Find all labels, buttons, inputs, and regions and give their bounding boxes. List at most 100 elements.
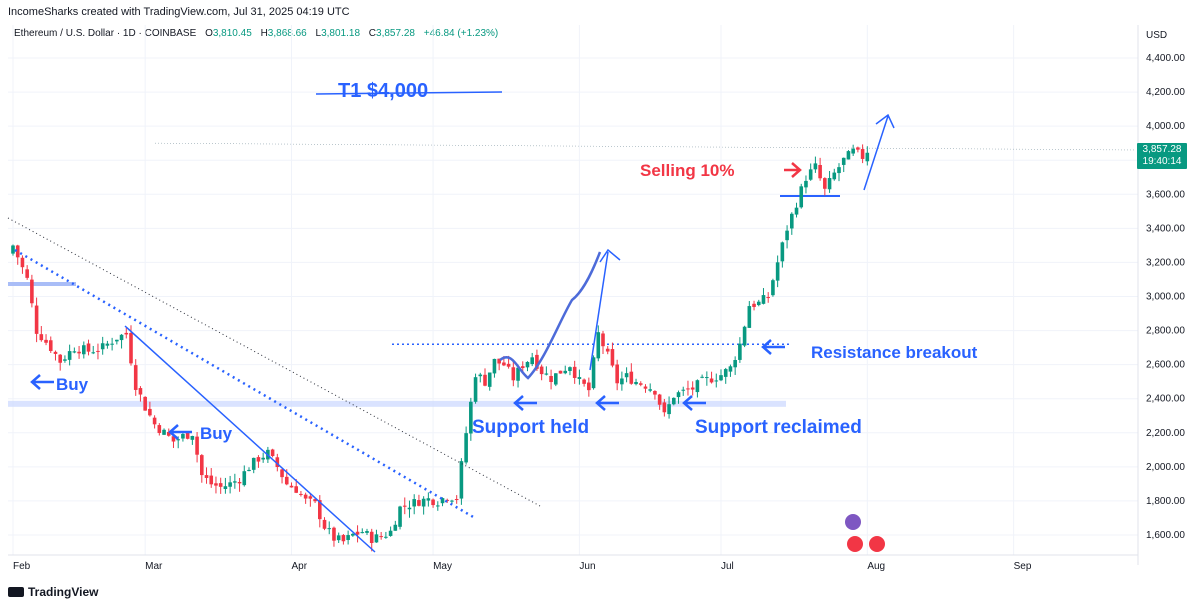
candle-body bbox=[860, 149, 865, 159]
chart-grid bbox=[8, 25, 1138, 555]
candle-body bbox=[124, 332, 129, 335]
candle bbox=[308, 493, 313, 507]
candle bbox=[705, 371, 709, 386]
candle-body bbox=[209, 475, 214, 485]
x-tick-label: Aug bbox=[867, 561, 885, 572]
annotation-drawings bbox=[7, 91, 895, 553]
candle bbox=[25, 265, 29, 280]
candle bbox=[572, 360, 577, 384]
candle-body bbox=[44, 339, 48, 343]
candle bbox=[336, 532, 341, 543]
target-strike-line bbox=[315, 91, 503, 95]
candle-body bbox=[119, 334, 124, 341]
y-tick-label: 3,400.00 bbox=[1146, 223, 1185, 234]
candle bbox=[846, 150, 851, 160]
candle bbox=[742, 325, 747, 348]
candle bbox=[780, 241, 785, 268]
x-tick-label: Jun bbox=[579, 561, 595, 572]
support-reclaimed-arrow bbox=[682, 395, 706, 411]
buy-annotation-2: Buy bbox=[200, 424, 233, 443]
candle-body bbox=[440, 498, 445, 504]
candle bbox=[865, 146, 870, 166]
candle-body bbox=[431, 499, 435, 506]
candle-body bbox=[398, 506, 402, 527]
candle bbox=[313, 498, 317, 504]
candle-body bbox=[525, 361, 530, 368]
currency-label: USD bbox=[1146, 30, 1168, 41]
x-tick-label: Apr bbox=[291, 561, 307, 572]
candle bbox=[440, 497, 445, 507]
candle-body bbox=[346, 535, 350, 540]
candle bbox=[492, 358, 497, 378]
projection-curve bbox=[499, 251, 602, 380]
candle-body bbox=[72, 351, 77, 353]
candle-body bbox=[667, 404, 671, 415]
close-label: C bbox=[368, 28, 377, 39]
candle bbox=[96, 343, 100, 360]
candle bbox=[634, 378, 638, 386]
candle bbox=[233, 473, 237, 489]
candle-body bbox=[53, 351, 58, 354]
y-tick-label: 2,400.00 bbox=[1146, 394, 1185, 405]
candle-body bbox=[417, 500, 421, 506]
candle bbox=[39, 326, 44, 342]
candle-body bbox=[620, 378, 624, 385]
candle bbox=[695, 379, 700, 398]
candle bbox=[785, 225, 789, 249]
candle bbox=[738, 337, 742, 363]
candle-body bbox=[100, 343, 105, 350]
candle bbox=[237, 478, 242, 492]
candle-body bbox=[841, 157, 846, 165]
candle-body bbox=[407, 507, 412, 510]
candle bbox=[190, 435, 195, 445]
candle-body bbox=[256, 457, 261, 462]
candle-body bbox=[709, 378, 714, 383]
candle bbox=[794, 202, 799, 218]
upside-arrow bbox=[863, 113, 895, 191]
candle-body bbox=[143, 396, 147, 411]
candle-body bbox=[747, 306, 752, 328]
candle-body bbox=[63, 359, 67, 361]
y-tick-label: 2,600.00 bbox=[1146, 360, 1185, 371]
candle-body bbox=[572, 366, 577, 378]
low-value: 3,801.18 bbox=[321, 28, 361, 39]
candlestick-series bbox=[11, 144, 870, 552]
candle-body bbox=[676, 392, 681, 398]
candle-body bbox=[827, 178, 832, 190]
resistance-annotation: Resistance breakout bbox=[811, 343, 978, 362]
candle-body bbox=[275, 457, 280, 468]
y-tick-label: 3,600.00 bbox=[1146, 189, 1185, 200]
candle bbox=[369, 528, 374, 552]
candle bbox=[653, 390, 657, 400]
candle-body bbox=[714, 380, 719, 382]
candle bbox=[303, 492, 308, 504]
candle bbox=[667, 396, 671, 419]
x-tick-label: Feb bbox=[13, 561, 31, 572]
candle bbox=[676, 390, 681, 404]
candle bbox=[256, 455, 261, 468]
candle-body bbox=[766, 297, 770, 299]
candle bbox=[624, 367, 629, 383]
candle-body bbox=[865, 152, 870, 162]
candle bbox=[379, 531, 383, 540]
candle-body bbox=[39, 334, 44, 341]
candle-body bbox=[332, 527, 336, 541]
candle-body bbox=[247, 469, 251, 472]
candle bbox=[719, 369, 723, 382]
candle-body bbox=[157, 425, 162, 433]
candle bbox=[761, 288, 766, 305]
high-value: 3,868.66 bbox=[267, 28, 307, 39]
candle-body bbox=[837, 167, 841, 174]
candle-body bbox=[166, 431, 171, 436]
buy-annotation-1: Buy bbox=[56, 375, 89, 394]
candle-body bbox=[450, 500, 454, 502]
candle-body bbox=[487, 372, 492, 387]
tradingview-logo[interactable]: TradingView bbox=[8, 585, 98, 599]
candle-body bbox=[459, 461, 464, 499]
candle-body bbox=[58, 354, 62, 363]
candle-body bbox=[605, 348, 610, 352]
candle-body bbox=[152, 417, 157, 425]
candle bbox=[620, 371, 624, 391]
candle-body bbox=[129, 332, 133, 364]
